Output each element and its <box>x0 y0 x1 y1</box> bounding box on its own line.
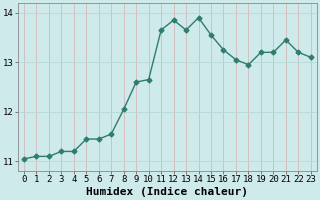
X-axis label: Humidex (Indice chaleur): Humidex (Indice chaleur) <box>86 187 248 197</box>
